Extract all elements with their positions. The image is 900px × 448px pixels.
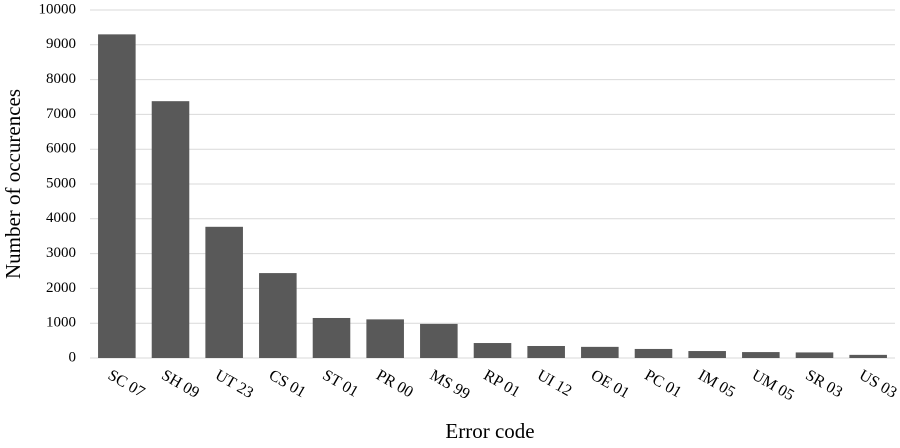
x-tick-label: IM 05 [695, 367, 738, 402]
bar [473, 343, 512, 358]
bar [312, 317, 351, 358]
y-tick-label: 9000 [46, 36, 76, 52]
x-tick-label: ST 01 [320, 367, 362, 401]
y-axis-title: Number of occurences [1, 89, 25, 279]
bar [527, 345, 565, 358]
x-tick-label: PC 01 [642, 367, 685, 402]
bar [795, 352, 834, 358]
x-tick-label: UM 05 [749, 367, 797, 405]
x-tick-label: PR 00 [373, 367, 416, 402]
x-tick-label: CS 01 [266, 367, 309, 402]
bar [634, 348, 673, 358]
x-axis-title: Error code [445, 419, 534, 443]
y-tick-label: 2000 [46, 280, 76, 296]
bar [205, 226, 243, 358]
y-tick-label: 0 [69, 349, 77, 365]
y-tick-label: 8000 [46, 71, 76, 87]
x-tick-label: UT 23 [212, 367, 256, 402]
y-tick-label: 10000 [39, 1, 77, 17]
bar [581, 346, 619, 358]
bar [366, 319, 404, 358]
x-tick-label: MS 99 [427, 367, 473, 403]
x-tick-label: UI 12 [534, 367, 574, 400]
y-tick-label: 7000 [46, 106, 76, 122]
bar [98, 34, 136, 359]
bar [742, 352, 780, 358]
bar [849, 354, 887, 358]
x-tick-label: OE 01 [588, 367, 632, 402]
x-tick-label: RP 01 [481, 367, 523, 401]
bar [420, 323, 458, 358]
bar [259, 273, 297, 358]
y-tick-label: 1000 [46, 315, 76, 331]
y-tick-label: 3000 [46, 245, 76, 261]
x-tick-label: SH 09 [159, 367, 203, 402]
y-tick-label: 4000 [46, 210, 76, 226]
x-tick-label: SR 03 [803, 367, 846, 402]
y-tick-label: 6000 [46, 141, 76, 157]
bar [151, 101, 190, 359]
y-tick-label: 5000 [46, 175, 76, 191]
x-tick-label: US 03 [856, 367, 900, 402]
bar [688, 351, 726, 358]
x-tick-label: SC 07 [105, 367, 148, 402]
